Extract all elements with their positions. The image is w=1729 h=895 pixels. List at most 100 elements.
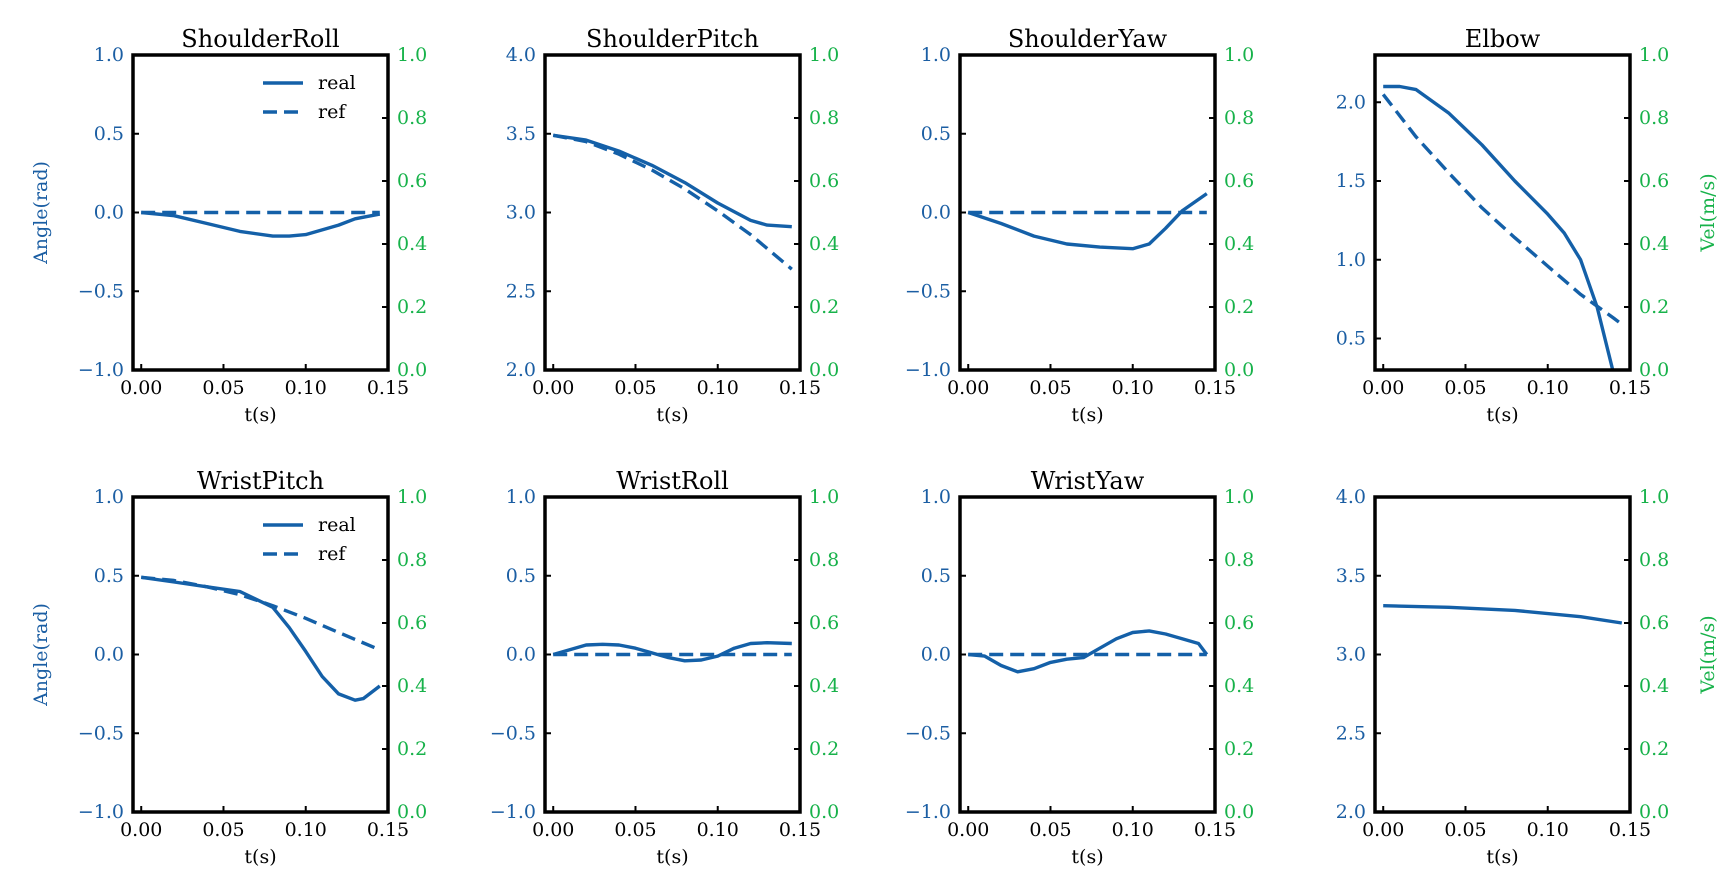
y2-tick-label: 0.0 — [809, 801, 839, 823]
y2-axis-label: Vel(m/s) — [1697, 615, 1719, 694]
y2-tick-label: 0.8 — [1224, 549, 1254, 571]
y2-tick-label: 0.2 — [1639, 296, 1669, 318]
y2-tick-label: 0.0 — [1639, 359, 1669, 381]
real-series-line — [552, 133, 792, 229]
y-tick-label: 3.0 — [506, 202, 536, 224]
y2-tick-label: 1.0 — [1639, 486, 1669, 508]
x-tick-label: 0.10 — [1112, 377, 1154, 399]
y2-tick-label: 0.4 — [1224, 233, 1254, 255]
y2-tick-label: 0.4 — [397, 233, 427, 255]
subplot: 0.00 0.05 0.10 0.15 −1.0 −0.5 0.0 0.5 1.0 0.0 0.2 0… — [490, 467, 839, 868]
x-axis-label: t(s) — [244, 846, 276, 868]
x-tick-label: 0.10 — [1112, 819, 1154, 841]
real-series-line — [1383, 604, 1623, 625]
y2-tick-label: 0.2 — [397, 738, 427, 760]
x-tick-label: 0.10 — [285, 819, 327, 841]
x-tick-label: 0.05 — [1029, 819, 1071, 841]
real-series-line — [552, 641, 792, 663]
y2-tick-label: 0.8 — [397, 549, 427, 571]
y2-tick-label: 1.0 — [1639, 44, 1669, 66]
y-tick-label: −0.5 — [490, 722, 536, 744]
x-tick-label: 0.00 — [1362, 819, 1404, 841]
x-tick-label: 0.10 — [697, 377, 739, 399]
x-tick-label: 0.05 — [1444, 377, 1486, 399]
y2-tick-label: 0.2 — [1224, 296, 1254, 318]
y2-tick-label: 0.6 — [809, 170, 839, 192]
y2-tick-label: 0.8 — [809, 549, 839, 571]
x-axis-label: t(s) — [656, 846, 688, 868]
x-axis-label: t(s) — [244, 404, 276, 426]
y-tick-label: 1.0 — [921, 486, 951, 508]
y2-tick-label: 1.0 — [1224, 486, 1254, 508]
x-axis-label: t(s) — [1071, 846, 1103, 868]
y-tick-label: 1.0 — [506, 486, 536, 508]
y2-tick-label: 0.2 — [397, 296, 427, 318]
y-tick-label: 2.0 — [1336, 91, 1366, 113]
subplot: 0.00 0.05 0.10 0.15 2.0 2.5 3.0 3.5 4.0 0.0 0.2 0.4… — [1336, 486, 1719, 868]
subplot-title: ShoulderYaw — [1008, 25, 1168, 53]
y-tick-label: 0.5 — [921, 123, 951, 145]
subplot: 0.00 0.05 0.10 0.15 0.5 1.0 1.5 2.0 0.0 0.2 0.4 0.6… — [1336, 25, 1719, 426]
y-tick-label: 0.5 — [1336, 328, 1366, 350]
y2-tick-label: 0.8 — [1639, 107, 1669, 129]
x-tick-label: 0.05 — [202, 377, 244, 399]
y-tick-label: 1.0 — [921, 44, 951, 66]
real-series-line — [1383, 84, 1615, 370]
x-tick-label: 0.00 — [947, 377, 989, 399]
y2-tick-label: 0.4 — [1639, 233, 1669, 255]
y-tick-label: 0.5 — [921, 565, 951, 587]
y2-tick-label: 1.0 — [1224, 44, 1254, 66]
plot-frame — [1373, 495, 1632, 814]
y2-tick-label: 0.8 — [397, 107, 427, 129]
y-tick-label: 0.0 — [506, 644, 536, 666]
x-tick-label: 0.05 — [1029, 377, 1071, 399]
plot-frame — [131, 495, 390, 814]
y-tick-label: 3.5 — [506, 123, 536, 145]
subplot: 0.00 0.05 0.10 0.15 −1.0 −0.5 0.0 0.5 1.0 0.0 0.2 0… — [30, 467, 427, 868]
subplot-title: ShoulderRoll — [181, 25, 339, 53]
y2-axis-label: Vel(m/s) — [1697, 173, 1719, 252]
y2-tick-label: 0.6 — [1639, 612, 1669, 634]
x-tick-label: 0.00 — [120, 819, 162, 841]
x-tick-label: 0.10 — [1527, 377, 1569, 399]
y2-tick-label: 1.0 — [809, 44, 839, 66]
y2-tick-label: 0.4 — [1224, 675, 1254, 697]
x-axis-label: t(s) — [1071, 404, 1103, 426]
legend: real ref — [263, 72, 356, 123]
y-tick-label: −1.0 — [905, 359, 951, 381]
y2-tick-label: 0.2 — [1639, 738, 1669, 760]
plot-frame — [543, 53, 802, 372]
y-tick-label: −1.0 — [78, 801, 124, 823]
y-tick-label: 2.0 — [1336, 801, 1366, 823]
subplot-title: WristRoll — [616, 467, 729, 495]
y2-tick-label: 0.4 — [809, 675, 839, 697]
y2-tick-label: 0.8 — [809, 107, 839, 129]
x-tick-label: 0.05 — [614, 377, 656, 399]
y-tick-label: 0.5 — [94, 565, 124, 587]
x-tick-label: 0.15 — [779, 377, 821, 399]
y2-tick-label: 0.0 — [809, 359, 839, 381]
subplot: 0.00 0.05 0.10 0.15 −1.0 −0.5 0.0 0.5 1.0 0.0 0.2 0… — [30, 25, 427, 426]
x-tick-label: 0.10 — [1527, 819, 1569, 841]
y-tick-label: 2.5 — [506, 280, 536, 302]
y2-tick-label: 0.0 — [1224, 801, 1254, 823]
y2-tick-label: 0.8 — [1224, 107, 1254, 129]
y-tick-label: −0.5 — [905, 280, 951, 302]
y2-tick-label: 0.6 — [1224, 170, 1254, 192]
y-tick-label: 2.5 — [1336, 722, 1366, 744]
y2-tick-label: 0.6 — [1224, 612, 1254, 634]
x-axis-label: t(s) — [1486, 846, 1518, 868]
x-tick-label: 0.05 — [614, 819, 656, 841]
x-tick-label: 0.15 — [1609, 819, 1651, 841]
x-tick-label: 0.10 — [697, 819, 739, 841]
legend-label: real — [318, 72, 356, 94]
real-series-line — [967, 192, 1208, 251]
x-tick-label: 0.05 — [202, 819, 244, 841]
y-tick-label: −0.5 — [78, 722, 124, 744]
ref-series-line — [141, 575, 381, 652]
y-tick-label: 0.0 — [94, 644, 124, 666]
y-tick-label: −1.0 — [490, 801, 536, 823]
x-tick-label: 0.10 — [285, 377, 327, 399]
y-tick-label: 0.0 — [921, 202, 951, 224]
